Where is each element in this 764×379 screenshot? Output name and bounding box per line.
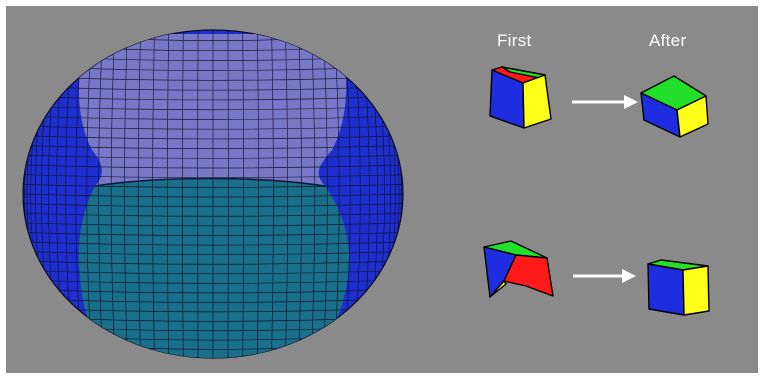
mesh-longitude-line — [110, 54, 115, 334]
mesh-longitude-line — [257, 34, 259, 354]
mesh-longitude-line — [388, 131, 391, 257]
mesh-longitude-line — [242, 32, 244, 356]
face-yellow-top — [522, 74, 552, 129]
mesh-longitude-line — [30, 143, 33, 245]
mesh-longitude-line — [374, 108, 378, 280]
label-after: After — [649, 31, 687, 50]
first-element-top — [489, 66, 552, 129]
ellipsoid-bottom-region — [78, 178, 350, 358]
label-first: First — [497, 31, 532, 50]
mesh-longitude-line — [137, 42, 141, 346]
mesh-longitude-line — [65, 87, 69, 301]
mesh-longitude-line — [336, 69, 340, 319]
mesh-longitude-line — [397, 155, 400, 233]
arrow-bottom — [573, 269, 636, 283]
ellipsoid-mesh-grid — [23, 30, 403, 358]
mesh-longitude-line — [35, 131, 38, 257]
mesh-longitude-line — [381, 119, 385, 269]
mesh-longitude-line — [24, 168, 26, 220]
after-element-top — [640, 75, 709, 138]
face-yellow-bottom-after — [682, 265, 710, 316]
mesh-longitude-line — [347, 78, 351, 310]
mesh-longitude-line — [271, 38, 274, 350]
face-yellow-top-after — [676, 95, 709, 138]
mesh-longitude-line — [357, 87, 361, 301]
arrow-top — [572, 95, 638, 109]
top-pair — [489, 66, 709, 138]
mesh-longitude-line — [152, 38, 155, 350]
face-blue-bottom-after — [647, 263, 685, 316]
mesh-longitude-line — [400, 168, 402, 220]
mesh-longitude-line — [56, 97, 60, 291]
mesh-longitude-line — [366, 97, 370, 291]
mesh-longitude-line — [182, 32, 184, 356]
after-element-bottom — [647, 259, 710, 316]
mesh-longitude-line — [298, 47, 302, 341]
mesh-longitude-line — [311, 54, 316, 334]
mesh-longitude-line — [285, 42, 289, 346]
mesh-longitude-line — [86, 69, 90, 319]
face-red-bottom — [503, 254, 554, 297]
mesh-longitude-line — [75, 78, 79, 310]
mesh-longitude-line — [324, 61, 328, 327]
region-seam-line — [94, 177, 326, 187]
mesh-longitude-line — [98, 61, 102, 327]
mesh-longitude-line — [393, 143, 396, 245]
mesh-longitude-line — [48, 108, 52, 280]
mesh-longitude-line — [124, 47, 128, 341]
ellipsoid-mesh — [22, 29, 404, 359]
mesh-longitude-line — [167, 34, 169, 354]
mesh-longitude-line — [41, 119, 45, 269]
mesh-longitude-line — [26, 155, 29, 233]
face-yellow-bottom — [489, 280, 507, 298]
first-element-bottom — [483, 240, 554, 298]
bottom-pair — [483, 240, 710, 316]
